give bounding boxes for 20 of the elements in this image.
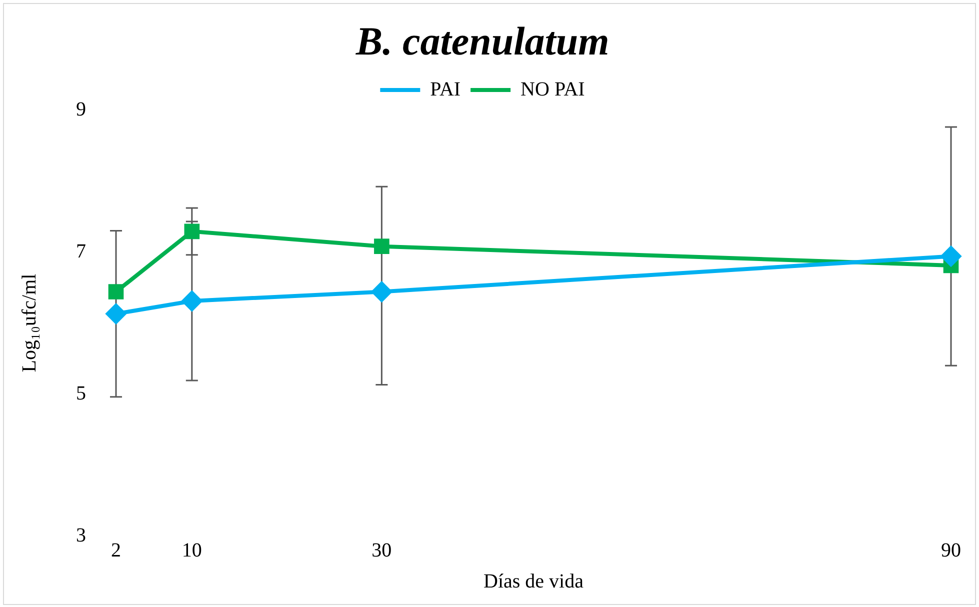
point [372,282,392,302]
y-tick-label: 9 [76,98,86,120]
point [108,284,124,300]
point [374,238,390,254]
y-axis-title: Log₁₀ufc/ml [18,273,40,372]
point [182,290,202,311]
x-axis-title: Días de vida [484,570,584,592]
x-tick-label: 10 [182,539,202,562]
x-tick-label: 30 [372,539,392,562]
point [941,246,961,266]
y-tick-label: 3 [76,524,86,546]
y-tick-label: 5 [76,382,86,404]
x-tick-label: 2 [111,539,121,562]
x-tick-label: 90 [941,539,961,562]
legend-label: NO PAI [520,78,585,100]
legend-label: PAI [430,78,461,100]
y-tick-label: 7 [76,240,86,262]
chart-title: B. catenulatum [354,18,610,64]
point [184,224,200,240]
point [106,304,126,324]
